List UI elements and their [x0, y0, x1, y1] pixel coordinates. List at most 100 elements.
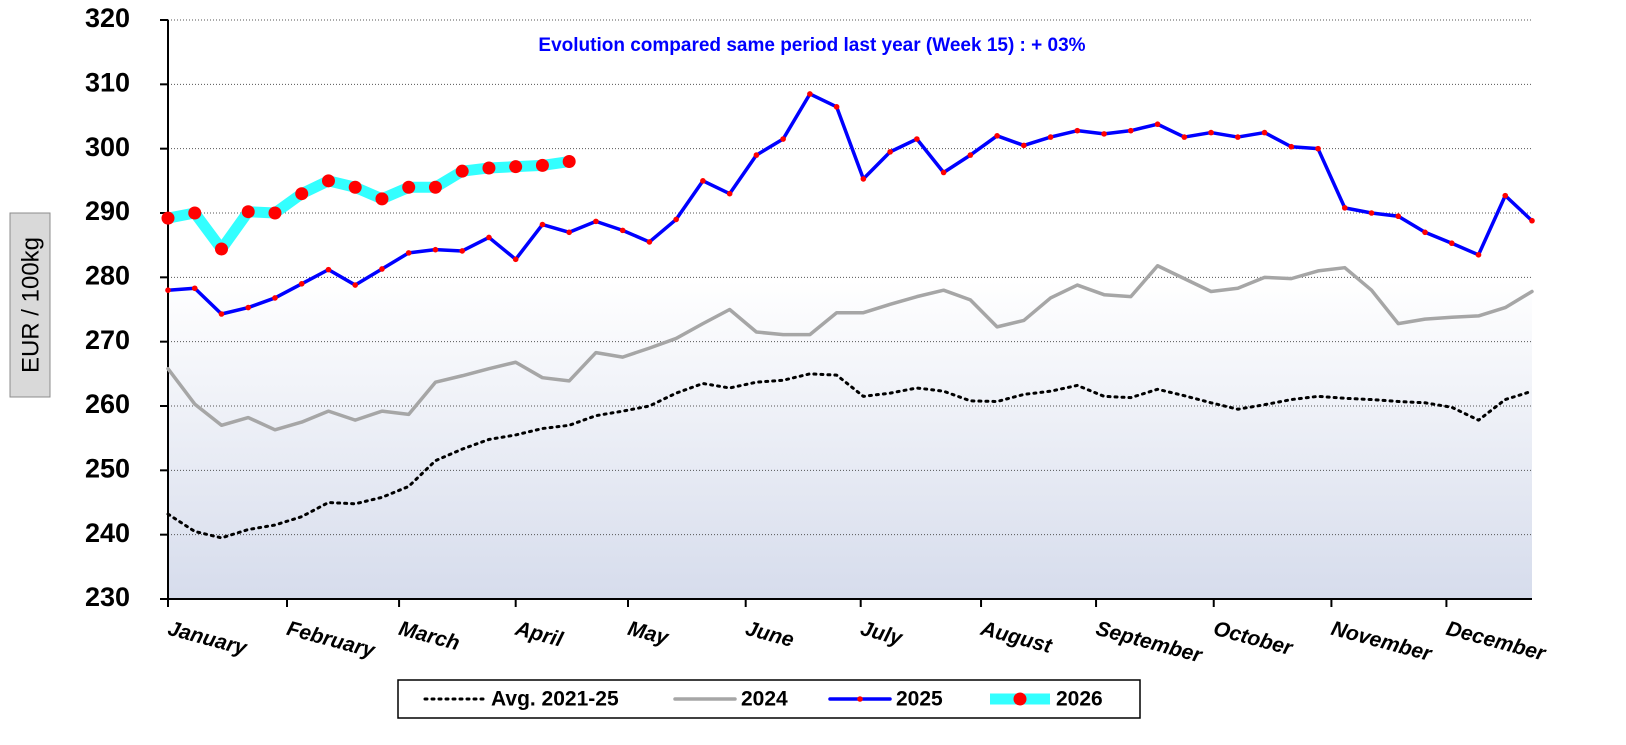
marker — [379, 266, 385, 272]
legend-items: Avg. 2021-25 2024 2025 2026 — [423, 688, 1103, 711]
x-tick-label: April — [512, 617, 566, 652]
plot-area — [168, 20, 1532, 599]
marker — [1315, 145, 1321, 152]
x-tick-label: December — [1444, 617, 1550, 666]
marker — [780, 136, 786, 142]
series-line — [166, 92, 1534, 316]
marker — [887, 149, 893, 155]
marker — [295, 187, 309, 201]
y-tick-label: 260 — [85, 389, 130, 419]
marker — [191, 285, 198, 292]
marker — [402, 180, 416, 194]
marker — [1422, 229, 1428, 236]
marker — [673, 216, 679, 223]
marker — [188, 206, 202, 220]
series-line — [166, 264, 1534, 432]
legend-label: 2026 — [1056, 688, 1103, 711]
marker — [562, 155, 576, 169]
marker — [1181, 134, 1188, 140]
marker — [432, 246, 439, 253]
marker — [539, 221, 546, 228]
x-tick-label: November — [1329, 617, 1436, 666]
y-tick-label: 320 — [85, 3, 130, 33]
marker — [1475, 252, 1482, 258]
legend-label: 2025 — [896, 688, 943, 711]
marker — [268, 206, 282, 220]
marker — [1288, 143, 1295, 150]
marker — [1101, 131, 1107, 137]
marker — [1341, 205, 1348, 211]
marker — [726, 190, 733, 197]
y-label-box — [9, 212, 51, 398]
y-tick-label: 270 — [85, 325, 130, 355]
marker — [272, 295, 278, 301]
marker — [245, 304, 252, 311]
marker — [994, 133, 1000, 139]
marker — [214, 242, 228, 256]
marker — [298, 280, 305, 287]
y-tick-label: 300 — [85, 132, 130, 162]
legend-label: 2024 — [741, 688, 788, 711]
y-tick-label: 310 — [85, 67, 130, 97]
legend-marker — [1013, 692, 1027, 706]
legend-marker — [857, 696, 863, 702]
marker — [375, 192, 389, 206]
x-tick-label: June — [743, 617, 797, 652]
marker — [1502, 192, 1509, 199]
x-tick-label: March — [396, 617, 462, 655]
marker — [1128, 127, 1134, 134]
y-axis-label: EUR / 100kg — [17, 237, 44, 373]
marker — [535, 158, 549, 172]
marker — [348, 180, 362, 194]
y-tick-label: 230 — [85, 582, 130, 612]
x-tick-label: July — [858, 617, 906, 650]
marker — [700, 178, 706, 184]
series-line — [166, 156, 570, 255]
marker — [325, 266, 332, 273]
marker — [1395, 213, 1402, 220]
marker — [967, 152, 974, 158]
marker — [482, 161, 496, 175]
marker — [161, 211, 175, 225]
marker — [1208, 129, 1214, 136]
annotation: Evolution compared same period last year… — [538, 35, 1085, 56]
marker — [405, 250, 412, 256]
marker — [1529, 217, 1535, 224]
marker — [241, 205, 255, 219]
marker — [1021, 142, 1027, 149]
marker — [619, 227, 626, 234]
marker — [833, 104, 840, 110]
marker — [807, 91, 813, 97]
marker — [1261, 129, 1268, 136]
x-tick-label: January — [165, 617, 250, 660]
marker — [352, 282, 359, 288]
marker — [1448, 240, 1455, 247]
marker — [860, 176, 867, 182]
y-tick-label: 280 — [85, 260, 130, 290]
x-tick-label: August — [977, 617, 1055, 658]
marker — [1047, 134, 1054, 140]
series — [161, 91, 1535, 540]
marker — [1368, 210, 1375, 216]
marker — [914, 136, 920, 142]
marker — [455, 164, 469, 178]
marker — [1235, 134, 1241, 140]
x-tick-label: September — [1093, 617, 1206, 668]
y-tick-label: 240 — [85, 518, 130, 548]
x-tick-label: October — [1211, 617, 1296, 661]
marker — [1074, 127, 1081, 134]
marker — [165, 287, 171, 294]
marker — [940, 169, 947, 176]
marker — [459, 248, 465, 254]
marker — [428, 180, 442, 194]
x-tick-label: May — [625, 617, 672, 650]
marker — [512, 256, 519, 263]
marker — [566, 229, 572, 236]
marker — [509, 160, 523, 174]
marker — [646, 239, 653, 245]
marker — [1154, 121, 1161, 128]
y-tick-label: 250 — [85, 453, 130, 483]
x-tick-label: February — [284, 617, 378, 663]
marker — [218, 311, 225, 317]
